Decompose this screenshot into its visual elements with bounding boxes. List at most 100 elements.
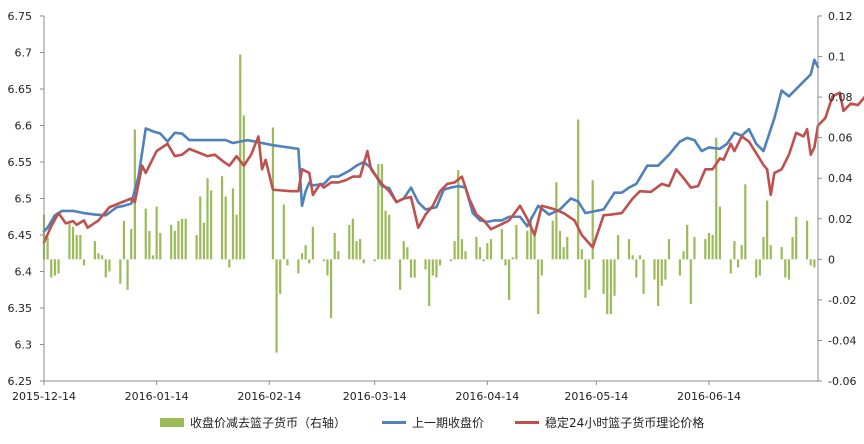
bar-18 (130, 228, 133, 260)
bar-88 (504, 259, 507, 266)
bar-110 (613, 259, 616, 296)
left-tick-label-9: 6.7 (15, 47, 33, 60)
bar-133 (733, 241, 736, 260)
bar-6 (71, 226, 75, 260)
bar-3 (53, 259, 56, 276)
bar-68 (402, 241, 405, 260)
bar-137 (755, 259, 758, 278)
bar-series (42, 54, 816, 353)
bar-25 (170, 224, 173, 260)
x-tick-label-2: 2016-02-14 (237, 390, 301, 403)
bar-34 (210, 190, 213, 260)
bar-32 (202, 222, 205, 260)
right-tick-label-1: -0.04 (828, 334, 856, 347)
line-series-1 (42, 58, 820, 233)
bar-2 (50, 259, 53, 278)
bar-52 (322, 259, 325, 262)
bar-26 (173, 230, 176, 260)
bar-28 (180, 218, 184, 260)
right-tick-label-5: 0.04 (828, 172, 853, 185)
bar-120 (664, 259, 667, 280)
bar-47 (297, 259, 300, 274)
bar-8 (79, 235, 82, 260)
bar-1 (46, 237, 49, 260)
x-tick-label-6: 2016-06-14 (677, 390, 741, 403)
bar-140 (766, 200, 769, 260)
bar-54 (329, 259, 333, 319)
line-series-2 (42, 91, 864, 249)
bar-108 (606, 259, 609, 315)
bar-67 (399, 259, 402, 290)
bar-78 (453, 241, 456, 260)
bar-115 (638, 255, 642, 260)
bar-91 (515, 224, 518, 260)
left-tick-label-3: 6.4 (15, 266, 33, 279)
bar-57 (348, 224, 351, 260)
bar-61 (362, 259, 365, 264)
bar-124 (686, 224, 689, 260)
bar-35 (220, 176, 224, 260)
bar-10 (93, 241, 96, 260)
bar-55 (333, 232, 336, 260)
bar-53 (326, 259, 329, 276)
left-tick-label-4: 6.45 (8, 229, 33, 242)
bar-111 (617, 235, 620, 260)
plot-area (42, 54, 864, 353)
bar-84 (482, 259, 485, 262)
bar-82 (475, 237, 478, 260)
left-tick-label-10: 6.75 (8, 10, 33, 23)
bar-11 (97, 253, 100, 260)
bar-33 (206, 178, 209, 260)
right-tick-label-9: 0.12 (828, 10, 853, 23)
bar-139 (762, 237, 765, 260)
bar-128 (707, 232, 711, 260)
bar-76 (438, 259, 442, 266)
bar-99 (558, 230, 562, 260)
left-tick-label-5: 6.5 (15, 193, 33, 206)
bar-64 (380, 164, 384, 260)
bar-30 (195, 235, 198, 260)
bar-94 (533, 230, 536, 260)
left-tick-label-2: 6.35 (8, 302, 33, 315)
right-tick-label-6: 0.06 (828, 132, 853, 145)
bar-135 (740, 245, 743, 260)
bar-4 (57, 259, 60, 274)
bar-93 (529, 216, 533, 260)
bar-132 (729, 259, 732, 274)
bar-63 (377, 164, 380, 260)
bar-127 (704, 239, 707, 260)
bar-41 (242, 115, 245, 260)
bar-134 (736, 259, 740, 268)
x-tick-label-4: 2016-04-14 (455, 390, 519, 403)
bar-80 (460, 239, 463, 260)
bar-7 (75, 235, 78, 260)
bar-129 (711, 235, 714, 260)
bar-131 (718, 206, 721, 260)
left-tick-label-0: 6.25 (8, 375, 33, 388)
bar-89 (508, 259, 511, 300)
bar-59 (355, 241, 358, 260)
bar-87 (500, 228, 503, 260)
bar-14 (108, 259, 111, 272)
bar-113 (631, 255, 634, 260)
bar-16 (122, 220, 126, 260)
bar-73 (428, 259, 431, 306)
bar-83 (478, 247, 482, 260)
bar-98 (555, 182, 558, 260)
bar-40 (239, 54, 242, 260)
bar-15 (119, 259, 122, 284)
bar-95 (537, 259, 540, 315)
left-tick-label-1: 6.3 (15, 339, 33, 352)
bar-62 (373, 259, 376, 262)
bar-97 (551, 220, 554, 260)
bar-144 (787, 259, 791, 280)
bar-85 (486, 243, 489, 260)
bar-143 (784, 259, 787, 278)
bar-20 (144, 208, 147, 260)
bar-45 (282, 204, 285, 260)
bar-72 (424, 259, 427, 270)
bar-65 (384, 210, 387, 260)
left-tick-label-8: 6.65 (8, 83, 33, 96)
bar-13 (104, 259, 107, 278)
